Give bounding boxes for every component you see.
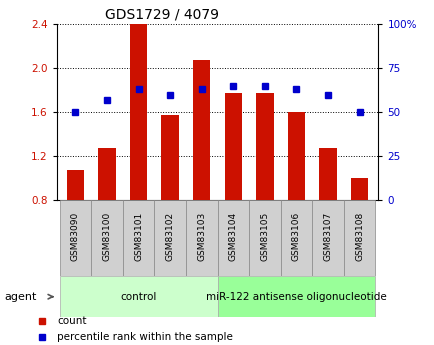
Bar: [122, 200, 154, 276]
Bar: [130, 24, 147, 200]
Bar: [280, 200, 312, 276]
Text: GSM83108: GSM83108: [354, 212, 363, 261]
Bar: [161, 116, 178, 200]
Bar: [67, 170, 84, 200]
Bar: [256, 93, 273, 200]
Text: GSM83090: GSM83090: [71, 212, 80, 261]
Text: GSM83107: GSM83107: [323, 212, 332, 261]
Text: GSM83102: GSM83102: [165, 212, 174, 261]
Bar: [249, 200, 280, 276]
Text: agent: agent: [4, 292, 36, 302]
Text: GSM83105: GSM83105: [260, 212, 269, 261]
Text: GSM83100: GSM83100: [102, 212, 111, 261]
Text: GSM83104: GSM83104: [228, 212, 237, 261]
Bar: [217, 276, 375, 317]
Text: GSM83101: GSM83101: [134, 212, 143, 261]
Bar: [312, 200, 343, 276]
Text: control: control: [120, 292, 156, 302]
Bar: [185, 200, 217, 276]
Bar: [319, 148, 336, 200]
Text: percentile rank within the sample: percentile rank within the sample: [57, 333, 233, 342]
Bar: [59, 276, 217, 317]
Text: GDS1729 / 4079: GDS1729 / 4079: [105, 8, 218, 22]
Bar: [154, 200, 185, 276]
Bar: [287, 112, 304, 200]
Bar: [98, 148, 115, 200]
Bar: [91, 200, 122, 276]
Bar: [217, 200, 249, 276]
Bar: [224, 93, 241, 200]
Text: count: count: [57, 316, 86, 326]
Bar: [343, 200, 375, 276]
Text: GSM83106: GSM83106: [291, 212, 300, 261]
Bar: [59, 200, 91, 276]
Bar: [193, 60, 210, 200]
Text: GSM83103: GSM83103: [197, 212, 206, 261]
Text: miR-122 antisense oligonucleotide: miR-122 antisense oligonucleotide: [206, 292, 386, 302]
Bar: [350, 178, 367, 200]
